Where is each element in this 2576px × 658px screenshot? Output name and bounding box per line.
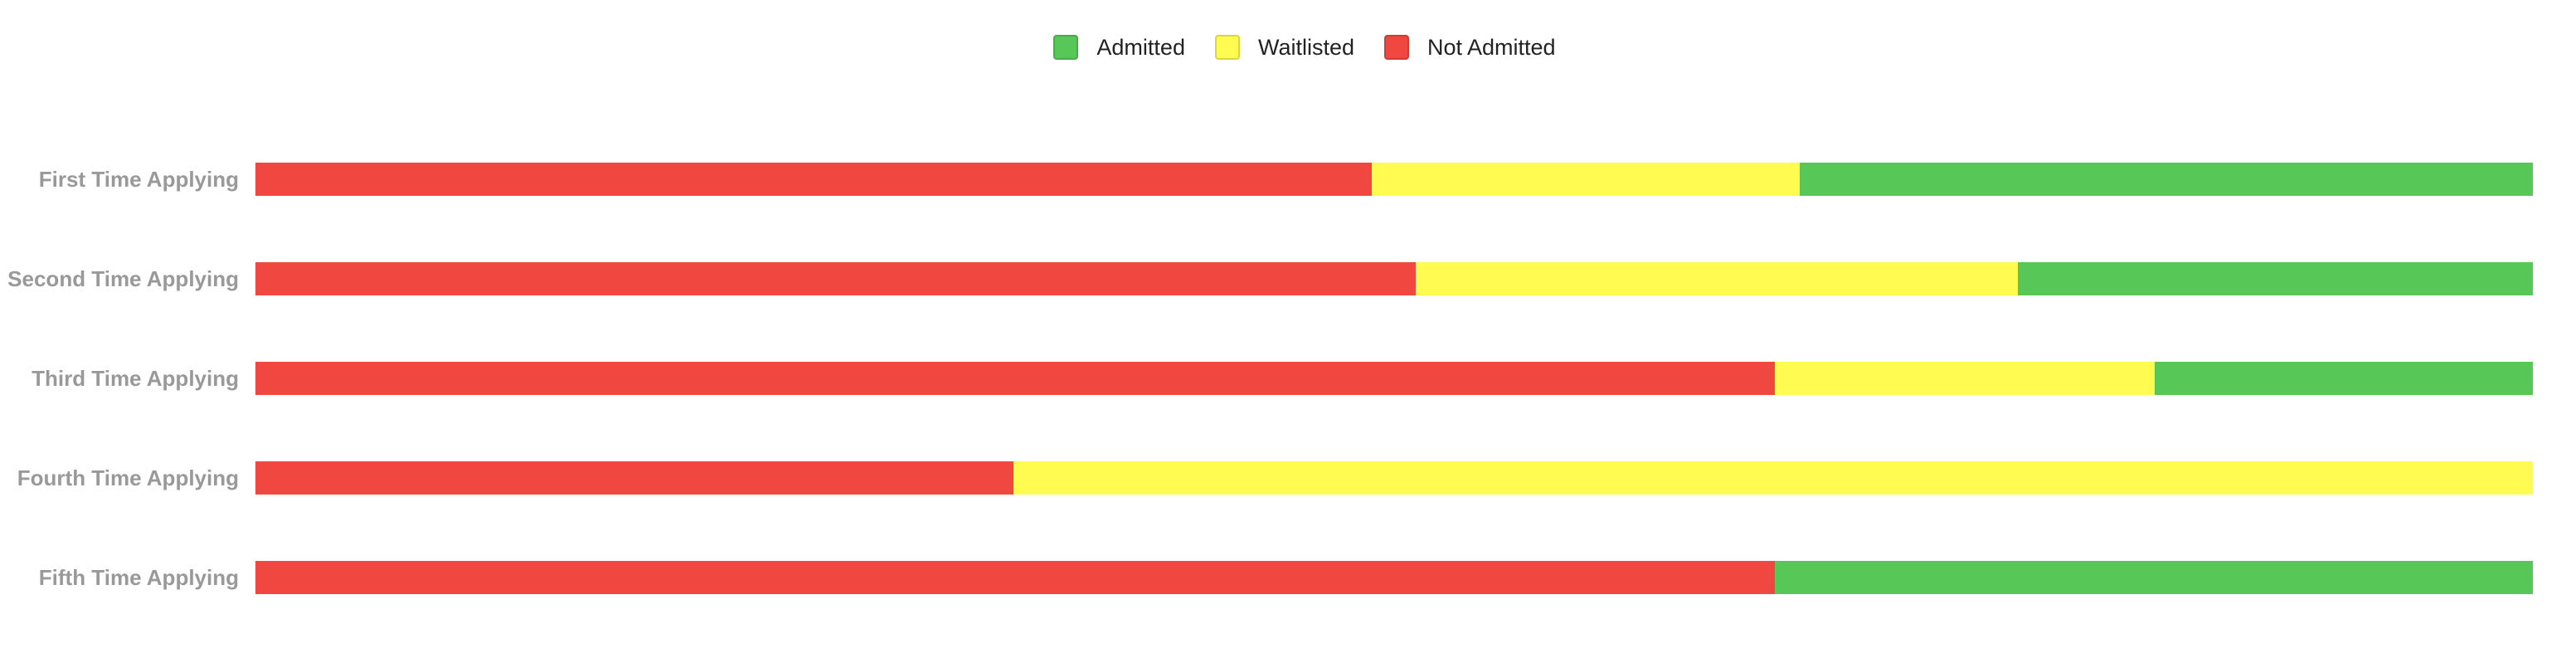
bar-segment-waitlisted[interactable] bbox=[1013, 461, 2533, 495]
stacked-bar bbox=[255, 362, 2533, 395]
legend-label: Not Admitted bbox=[1427, 35, 1556, 60]
category-label: Third Time Applying bbox=[32, 366, 239, 391]
legend-label: Waitlisted bbox=[1257, 35, 1354, 60]
bar-segment-admitted[interactable] bbox=[1799, 163, 2533, 196]
category-label: Second Time Applying bbox=[7, 266, 239, 291]
bar-segment-not-admitted[interactable] bbox=[255, 262, 1417, 295]
bar-segment-not-admitted[interactable] bbox=[255, 362, 1775, 395]
chart-row: First Time Applying bbox=[0, 163, 2576, 196]
bar-segment-admitted[interactable] bbox=[2155, 362, 2533, 395]
bar-segment-admitted[interactable] bbox=[1774, 561, 2533, 594]
chart-row: Fifth Time Applying bbox=[0, 561, 2576, 594]
bar-segment-waitlisted[interactable] bbox=[1416, 262, 2018, 295]
stacked-bar bbox=[255, 163, 2533, 196]
stacked-bar bbox=[255, 262, 2533, 295]
legend-item-not-admitted[interactable]: Not Admitted bbox=[1384, 33, 1556, 61]
bar-segment-not-admitted[interactable] bbox=[255, 163, 1372, 196]
bar-segment-not-admitted[interactable] bbox=[255, 561, 1775, 594]
bar-segment-waitlisted[interactable] bbox=[1371, 163, 1800, 196]
bar-segment-waitlisted[interactable] bbox=[1774, 362, 2156, 395]
legend-label: Admitted bbox=[1096, 35, 1185, 60]
waitlisted-swatch-icon bbox=[1214, 35, 1240, 60]
category-label: First Time Applying bbox=[38, 167, 239, 192]
legend-item-admitted[interactable]: Admitted bbox=[1053, 33, 1185, 61]
admitted-swatch-icon bbox=[1053, 35, 1079, 60]
stacked-bar bbox=[255, 561, 2533, 594]
category-label: Fifth Time Applying bbox=[38, 565, 239, 590]
chart-legend: Admitted Waitlisted Not Admitted bbox=[0, 33, 2576, 61]
chart-row: Fourth Time Applying bbox=[0, 461, 2576, 495]
legend-item-waitlisted[interactable]: Waitlisted bbox=[1214, 33, 1354, 61]
chart-row: Second Time Applying bbox=[0, 262, 2576, 295]
chart-row: Third Time Applying bbox=[0, 362, 2576, 395]
bar-segment-admitted[interactable] bbox=[2017, 262, 2533, 295]
not-admitted-swatch-icon bbox=[1384, 35, 1409, 60]
stacked-bar bbox=[255, 461, 2533, 495]
bar-segment-not-admitted[interactable] bbox=[255, 461, 1014, 495]
category-label: Fourth Time Applying bbox=[17, 465, 239, 490]
